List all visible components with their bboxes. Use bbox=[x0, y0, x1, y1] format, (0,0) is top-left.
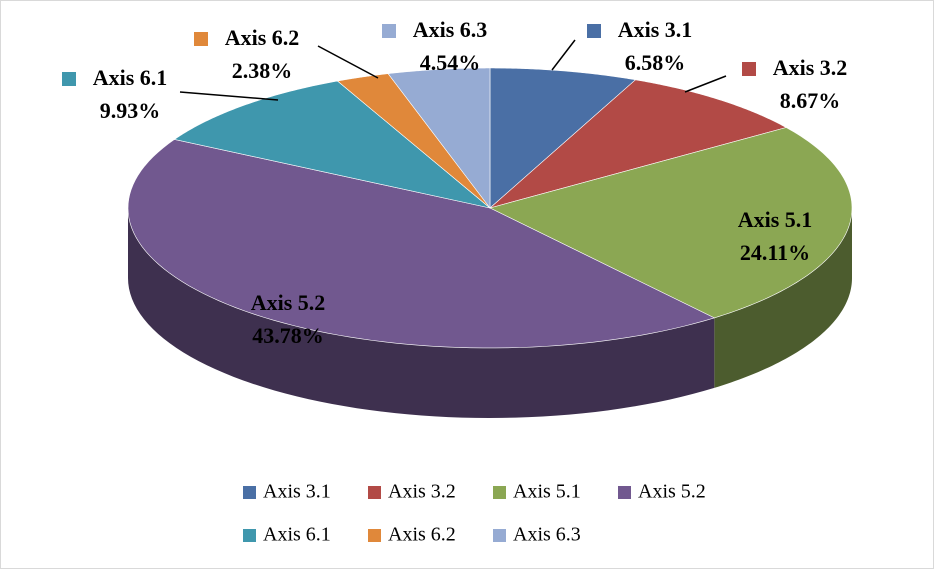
legend-swatch bbox=[243, 529, 256, 542]
data-label-name: Axis 3.1 bbox=[618, 17, 693, 42]
legend-label: Axis 6.2 bbox=[388, 524, 456, 546]
pie-side bbox=[714, 208, 852, 388]
leader-line bbox=[551, 39, 576, 71]
leader-line bbox=[179, 91, 279, 101]
pie-slice bbox=[127, 139, 716, 349]
leader-line bbox=[317, 45, 379, 79]
legend-swatch bbox=[493, 529, 506, 542]
legend-swatch bbox=[618, 486, 631, 499]
label-swatch bbox=[742, 62, 756, 76]
legend-swatch bbox=[368, 529, 381, 542]
pie-slice bbox=[489, 79, 787, 209]
legend-swatch bbox=[493, 486, 506, 499]
leader-line bbox=[684, 75, 727, 93]
legend-label: Axis 3.1 bbox=[263, 481, 331, 503]
pie-slice bbox=[173, 80, 491, 209]
label-swatch bbox=[62, 72, 76, 86]
data-label-name: Axis 6.1 bbox=[93, 65, 168, 90]
label-swatch bbox=[587, 24, 601, 38]
legend-label: Axis 5.1 bbox=[513, 481, 581, 503]
legend-swatch bbox=[243, 486, 256, 499]
data-label-value: 9.93% bbox=[100, 98, 161, 123]
pie-side bbox=[128, 208, 715, 418]
data-label-name: Axis 3.2 bbox=[773, 55, 848, 80]
label-swatch bbox=[382, 24, 396, 38]
legend-label: Axis 6.1 bbox=[263, 524, 331, 546]
data-label-name: Axis 6.2 bbox=[225, 25, 300, 50]
data-label-value: 2.38% bbox=[232, 58, 293, 83]
pie-slice bbox=[489, 67, 637, 209]
data-label-name: Axis 5.1 bbox=[738, 207, 813, 232]
data-label-value: 43.78% bbox=[252, 323, 324, 348]
label-swatch bbox=[194, 32, 208, 46]
legend-label: Axis 5.2 bbox=[638, 481, 706, 503]
pie-slice bbox=[489, 127, 853, 319]
legend-label: Axis 6.3 bbox=[513, 524, 581, 546]
data-label-name: Axis 5.2 bbox=[251, 290, 326, 315]
data-label-value: 6.58% bbox=[625, 50, 686, 75]
legend-label: Axis 3.2 bbox=[388, 481, 456, 503]
pie-slice bbox=[387, 67, 491, 209]
legend-swatch bbox=[368, 486, 381, 499]
data-label-value: 4.54% bbox=[420, 50, 481, 75]
data-label-value: 8.67% bbox=[780, 88, 841, 113]
data-label-value: 24.11% bbox=[740, 240, 810, 265]
pie-slice bbox=[336, 73, 491, 209]
data-label-name: Axis 6.3 bbox=[413, 17, 488, 42]
